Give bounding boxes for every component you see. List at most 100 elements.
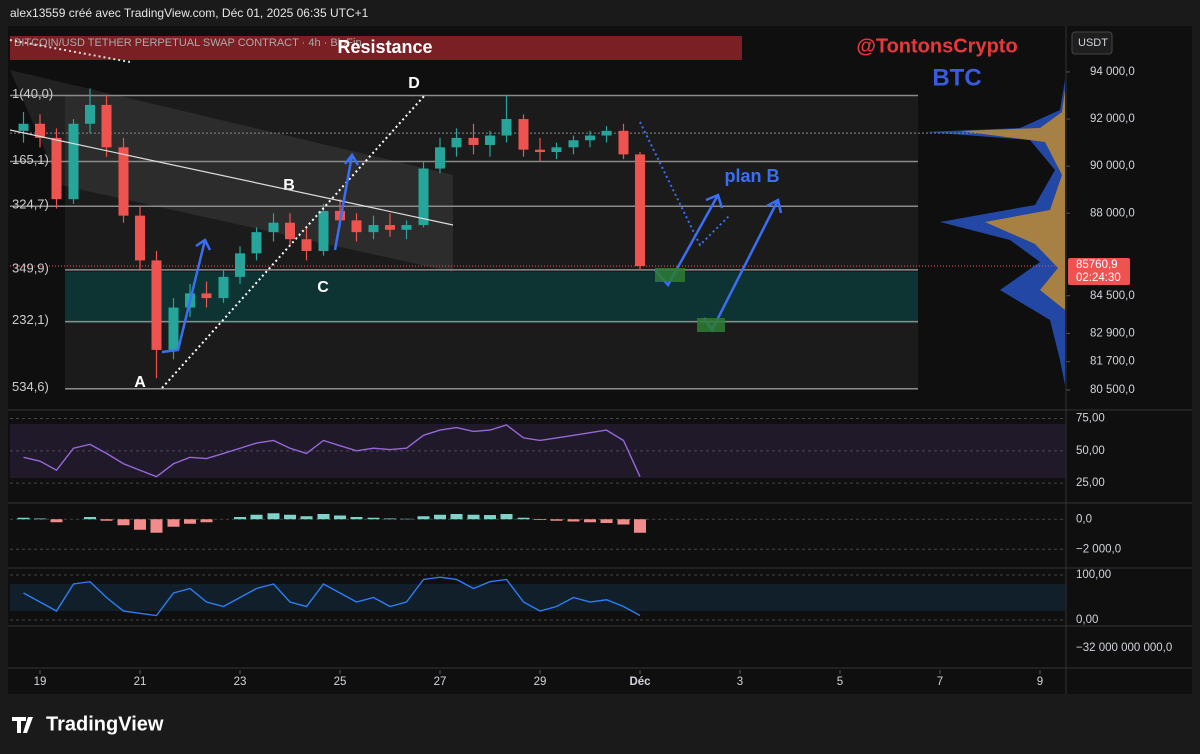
macd-bar [317, 514, 330, 520]
candle-body [635, 154, 645, 267]
candle-body [601, 130, 612, 136]
candle-body [135, 215, 145, 261]
y-tick-label: 84 500,0 [1090, 290, 1135, 302]
y-tick-label: 80 500,0 [1090, 384, 1135, 396]
obv-tick-label: −32 000 000 000,0 [1076, 642, 1172, 654]
watermark-asset: BTC [932, 64, 981, 91]
candle-body [568, 140, 579, 148]
symbol-title: BITCOIN/USD TETHER PERPETUAL SWAP CONTRA… [14, 37, 362, 49]
volume-profile-value-area [960, 90, 1065, 310]
candle-body [518, 119, 529, 150]
macd-bar [417, 516, 430, 520]
candle-body [18, 123, 29, 131]
trendline [9, 129, 454, 226]
logo-mark [12, 717, 33, 733]
target-box [655, 268, 685, 282]
candle-body [485, 135, 495, 145]
arrow [161, 239, 207, 354]
macd-bar [167, 519, 180, 527]
countdown: 02:24:30 [1076, 272, 1121, 284]
macd-bar [50, 519, 63, 523]
annotation: plan B [724, 166, 779, 186]
candle-body [151, 260, 162, 350]
plot: 1(40,0) 165,1) 324,7) 349,9) 232,1) 534,6) 94 … [10, 66, 1135, 688]
candle-body [368, 225, 379, 233]
dotted-trendline [9, 39, 131, 63]
annotation: C [317, 279, 329, 296]
candle-body [251, 232, 262, 254]
x-tick-label: 29 [534, 676, 547, 688]
macd-bar [500, 514, 513, 520]
candle-body [535, 149, 545, 153]
macd-bar [384, 518, 396, 520]
y-tick-label: 88 000,0 [1090, 207, 1135, 219]
candle-body [351, 220, 362, 233]
macd-bar [184, 519, 196, 524]
macd-bar [134, 519, 146, 530]
candle-body [501, 119, 512, 136]
y-tick-label: −2 000,0 [1076, 543, 1121, 555]
macd-bar [284, 514, 296, 520]
macd-bar [584, 519, 596, 523]
a-to-d-line [161, 94, 426, 389]
y-tick-label: 90 000,0 [1090, 160, 1135, 172]
candle-body [101, 104, 112, 148]
candle-body [551, 147, 562, 153]
projection [639, 121, 731, 247]
candle-body [401, 225, 412, 230]
candle-body [385, 225, 395, 230]
annotation: A [134, 374, 146, 391]
x-tick-label: 21 [134, 676, 147, 688]
y-tick-label: 82 900,0 [1090, 327, 1135, 339]
y-tick-label: 94 000,0 [1090, 66, 1135, 78]
x-tick-label: Déc [629, 676, 651, 688]
macd-bar [350, 517, 363, 520]
arrow-head [766, 198, 783, 214]
macd-bar [567, 519, 580, 522]
candle-body [451, 137, 462, 148]
candle-body [85, 104, 95, 124]
macd-bar [517, 517, 530, 520]
currency-box [1071, 31, 1113, 55]
annotation: B [283, 177, 295, 194]
x-tick-label: 9 [1037, 676, 1043, 688]
candle-body [35, 123, 45, 138]
level-label: 165,1) [12, 152, 49, 167]
resistance-label: Resistance [337, 37, 432, 57]
candle-body [285, 222, 295, 240]
macd-bar [634, 519, 646, 533]
candle-body [235, 253, 245, 277]
arrow [333, 154, 354, 251]
y-tick-label: 81 700,0 [1090, 356, 1135, 368]
channel [10, 70, 453, 272]
macd-bar [600, 519, 613, 523]
level-label: 232,1) [12, 312, 49, 327]
rsi-band [10, 424, 1065, 478]
arrow-head [705, 193, 724, 209]
x-tick-label: 19 [34, 676, 47, 688]
macd-bar [267, 513, 280, 520]
candle-body [585, 135, 595, 141]
macd-bar [234, 517, 246, 520]
macd-bar [550, 519, 563, 521]
candle-body [435, 147, 445, 169]
x-tick-label: 3 [737, 676, 743, 688]
stoch-line [23, 576, 641, 617]
rsi-line [23, 424, 641, 478]
candle-body [68, 123, 79, 200]
level-label: 324,7) [12, 197, 49, 212]
candle-body [268, 222, 279, 233]
candle-body [118, 147, 129, 216]
x-tick-label: 25 [334, 676, 347, 688]
annotation: D [408, 75, 420, 92]
last-price-tag [1068, 258, 1130, 286]
macd-bar [17, 517, 30, 520]
target-box [697, 318, 725, 332]
candle-body [418, 168, 429, 226]
candle-body [218, 276, 229, 299]
candle-body [51, 137, 62, 200]
y-tick-label: 25,00 [1076, 477, 1105, 489]
candle-body [168, 307, 179, 350]
level-label: 1(40,0) [12, 86, 53, 101]
